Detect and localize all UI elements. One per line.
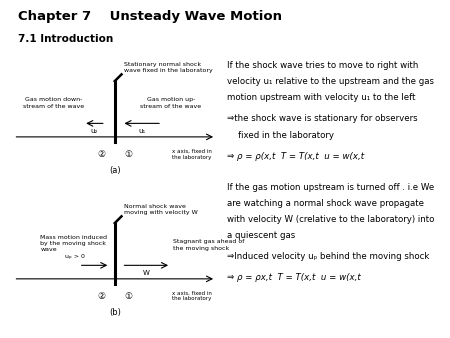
Text: motion upstream with velocity u₁ to the left: motion upstream with velocity u₁ to the … bbox=[227, 93, 416, 102]
Text: Chapter 7    Unsteady Wave Motion: Chapter 7 Unsteady Wave Motion bbox=[18, 10, 282, 23]
Text: ⇒ ρ = ρ(x,t  T = T(x,t  u = w(x,t: ⇒ ρ = ρ(x,t T = T(x,t u = w(x,t bbox=[227, 152, 364, 161]
Text: If the gas motion upstream is turned off . i.e We: If the gas motion upstream is turned off… bbox=[227, 183, 435, 192]
Text: ②: ② bbox=[97, 292, 105, 301]
Text: ②: ② bbox=[97, 150, 105, 160]
Text: Gas motion up-
stream of the wave: Gas motion up- stream of the wave bbox=[140, 97, 202, 109]
Text: (b): (b) bbox=[109, 308, 121, 317]
Text: fixed in the laboratory: fixed in the laboratory bbox=[227, 130, 334, 140]
Text: Normal shock wave
moving with velocity W: Normal shock wave moving with velocity W bbox=[124, 204, 198, 215]
Text: ⇒ ρ = ρx,t  T = T(x,t  u = w(x,t: ⇒ ρ = ρx,t T = T(x,t u = w(x,t bbox=[227, 273, 361, 282]
Text: x axis, fixed in
the laboratory: x axis, fixed in the laboratory bbox=[171, 149, 211, 160]
Text: u₁: u₁ bbox=[138, 128, 145, 135]
Text: x axis, fixed in
the laboratory: x axis, fixed in the laboratory bbox=[171, 291, 211, 301]
Text: u₂: u₂ bbox=[90, 128, 97, 135]
Text: ⇒the shock wave is stationary for observers: ⇒the shock wave is stationary for observ… bbox=[227, 114, 418, 123]
Text: a quiescent gas: a quiescent gas bbox=[227, 231, 296, 240]
Text: Stationary normal shock
wave fixed in the laboratory: Stationary normal shock wave fixed in th… bbox=[124, 62, 212, 73]
Text: ⇒Induced velocity uₚ behind the moving shock: ⇒Induced velocity uₚ behind the moving s… bbox=[227, 252, 430, 261]
Text: ①: ① bbox=[124, 292, 132, 301]
Text: with velocity W (crelative to the laboratory) into: with velocity W (crelative to the labora… bbox=[227, 215, 435, 224]
Text: are watching a normal shock wave propagate: are watching a normal shock wave propaga… bbox=[227, 199, 424, 208]
Text: Stagnant gas ahead of
the moving shock: Stagnant gas ahead of the moving shock bbox=[173, 239, 245, 251]
Text: 7.1 Introduction: 7.1 Introduction bbox=[18, 34, 113, 44]
Text: Gas motion down-
stream of the wave: Gas motion down- stream of the wave bbox=[23, 97, 85, 109]
Text: W: W bbox=[143, 270, 150, 276]
Text: Mass motion induced
by the moving shock
wave: Mass motion induced by the moving shock … bbox=[40, 235, 108, 252]
Text: uₚ > 0: uₚ > 0 bbox=[65, 254, 85, 259]
Text: If the shock wave tries to move to right with: If the shock wave tries to move to right… bbox=[227, 61, 418, 70]
Text: (a): (a) bbox=[109, 166, 121, 175]
Text: ①: ① bbox=[124, 150, 132, 160]
Text: velocity u₁ relative to the upstream and the gas: velocity u₁ relative to the upstream and… bbox=[227, 77, 434, 86]
